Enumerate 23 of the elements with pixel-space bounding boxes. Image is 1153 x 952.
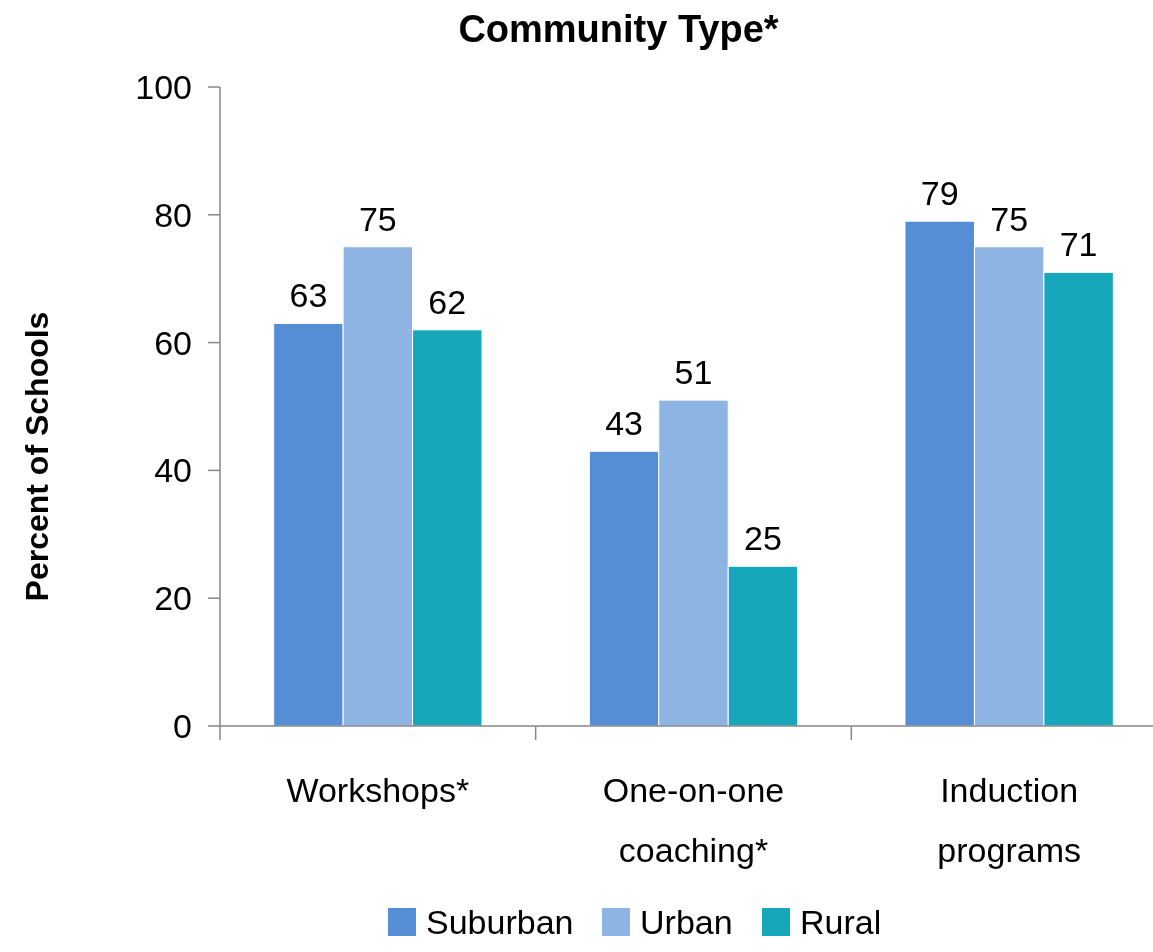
y-tick-label: 100 [135, 67, 192, 106]
data-label: 51 [674, 353, 713, 392]
data-label: 62 [428, 282, 467, 321]
data-label: 75 [990, 199, 1029, 238]
y-tick-label: 60 [154, 323, 192, 362]
data-label: 71 [1059, 225, 1098, 264]
x-tick-label: One-on-one coaching* [602, 771, 785, 869]
x-tick-label: Induction programs [937, 771, 1081, 869]
y-axis-title: Percent of Schools [19, 311, 55, 602]
y-tick-label: 40 [154, 451, 192, 490]
data-label: 43 [605, 404, 643, 443]
x-tick-label: Workshops* [286, 771, 470, 809]
y-tick-label: 0 [173, 706, 192, 745]
y-tick-label: 80 [154, 195, 192, 234]
chart-title: Community Type* [458, 8, 779, 50]
data-label: 63 [289, 276, 328, 315]
data-label: 75 [358, 199, 397, 238]
legend-label: Urban [640, 902, 733, 941]
y-tick-label: 20 [154, 579, 192, 618]
legend-label: Suburban [426, 902, 574, 941]
data-label: 25 [744, 519, 782, 558]
data-label: 79 [920, 174, 959, 213]
legend-label: Rural [800, 902, 882, 941]
